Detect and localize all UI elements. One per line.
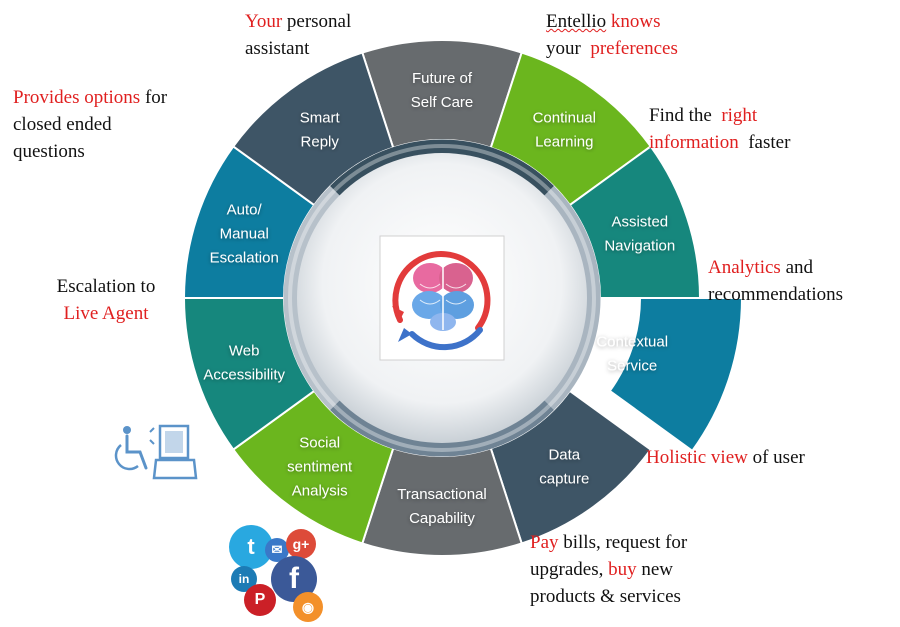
callout-analytics-rest: and	[780, 257, 814, 278]
segment-future: Future of Self Care	[361, 39, 523, 149]
segment-auto-label-2: Manual	[220, 226, 269, 243]
callout-analytics: Analytics and recommendations	[708, 254, 843, 308]
callout-pay-bills: Pay bills, request for upgrades, buy new…	[530, 529, 687, 610]
callout-provides-red: Provides options	[13, 87, 141, 108]
callout-holistic-view: Holistic view of user	[646, 444, 805, 471]
segment-transactional-label-1: Transactional	[397, 486, 487, 503]
segment-web-label-1: Web	[229, 342, 260, 359]
segment-contextual: Contextual Service	[596, 297, 744, 453]
segment-social-label-1: Social	[299, 434, 340, 451]
callout-holistic-rest: of user	[747, 447, 805, 468]
callout-pay-red2: buy	[608, 559, 637, 580]
accessibility-icon	[114, 424, 198, 480]
callout-personal-rest: personal	[282, 11, 352, 32]
segment-contextual-shape	[608, 297, 744, 453]
segment-datacapture-label-2: capture	[539, 470, 589, 487]
callout-find-red1: right	[721, 105, 758, 126]
callout-find-information: Find the right information faster	[649, 102, 790, 156]
callout-find-red2: information	[649, 132, 739, 153]
segment-auto-label-3: Escalation	[210, 250, 279, 267]
callout-pay-line3: products & services	[530, 586, 681, 607]
segment-auto: Auto/Manual Escalation	[182, 145, 316, 299]
callout-knows-red2: preferences	[590, 38, 678, 59]
segment-assisted-label-1: Assisted	[611, 214, 668, 231]
entellio-logo	[379, 235, 505, 361]
callout-knows-word2: your	[546, 38, 581, 59]
callout-pay-mid2: new	[636, 559, 673, 580]
callout-analytics-red: Analytics	[708, 257, 781, 278]
segment-datacapture-label-1: Data	[548, 446, 580, 463]
callout-personal-red: Your	[245, 11, 283, 32]
segment-smart-label-1: Smart	[300, 110, 341, 127]
segment-continual-label-2: Learning	[535, 134, 593, 151]
segment-web-label-2: Accessibility	[203, 366, 285, 383]
mail-icon: ✉	[265, 538, 289, 562]
segment-future-label-1: Future of	[412, 70, 473, 87]
segment-transactional-label-2: Capability	[409, 510, 475, 527]
segment-contextual-label-1: Contextual	[596, 333, 668, 350]
rss-icon: ◉	[293, 592, 323, 622]
callout-find-pre: Find the	[649, 105, 717, 126]
callout-pay-red1: Pay	[530, 532, 559, 553]
segment-social-label-3: Analysis	[292, 482, 348, 499]
callout-find-post: faster	[743, 132, 791, 153]
callout-provides-options: Provides options for closed ended questi…	[13, 84, 167, 165]
callout-knows-red1: knows	[610, 11, 661, 32]
callout-provides-rest: for	[140, 87, 168, 108]
callout-pay-mid1: bills, request for	[558, 532, 688, 553]
segment-smart-label-2: Reply	[301, 134, 340, 151]
segment-auto-label-1: Auto/	[227, 202, 263, 219]
segment-continual-label-1: Continual	[533, 110, 596, 127]
inner-ring-edge	[288, 144, 596, 452]
segment-contextual-label-2: Service	[607, 357, 657, 374]
callout-holistic-red: Holistic view	[646, 447, 748, 468]
callout-personal-line2: assistant	[245, 38, 310, 59]
callout-escalation: Escalation to Live Agent	[45, 273, 167, 327]
segment-assisted-label-2: Navigation	[604, 238, 675, 255]
callout-provides-line3: questions	[13, 141, 85, 162]
callout-pay-pre2: upgrades,	[530, 559, 609, 580]
callout-escalation-line1: Escalation to	[56, 276, 156, 297]
callout-personal-assistant: Your personal assistant	[245, 8, 351, 62]
callout-analytics-line2: recommendations	[708, 284, 844, 305]
segment-social-label-2: sentiment	[287, 458, 353, 475]
pinterest-icon: P	[244, 584, 276, 616]
segment-transactional: Transactional Capability	[361, 447, 523, 557]
callout-knows-word1: Entellio	[546, 11, 607, 32]
google-plus-icon: g+	[286, 529, 316, 559]
callout-escalation-red: Live Agent	[63, 303, 149, 324]
segment-assisted: Assisted Navigation	[568, 145, 702, 299]
callout-provides-line2: closed ended	[13, 114, 112, 135]
segment-future-label-2: Self Care	[411, 94, 474, 111]
callout-entellio-knows: Entellio knows your preferences	[546, 8, 678, 62]
